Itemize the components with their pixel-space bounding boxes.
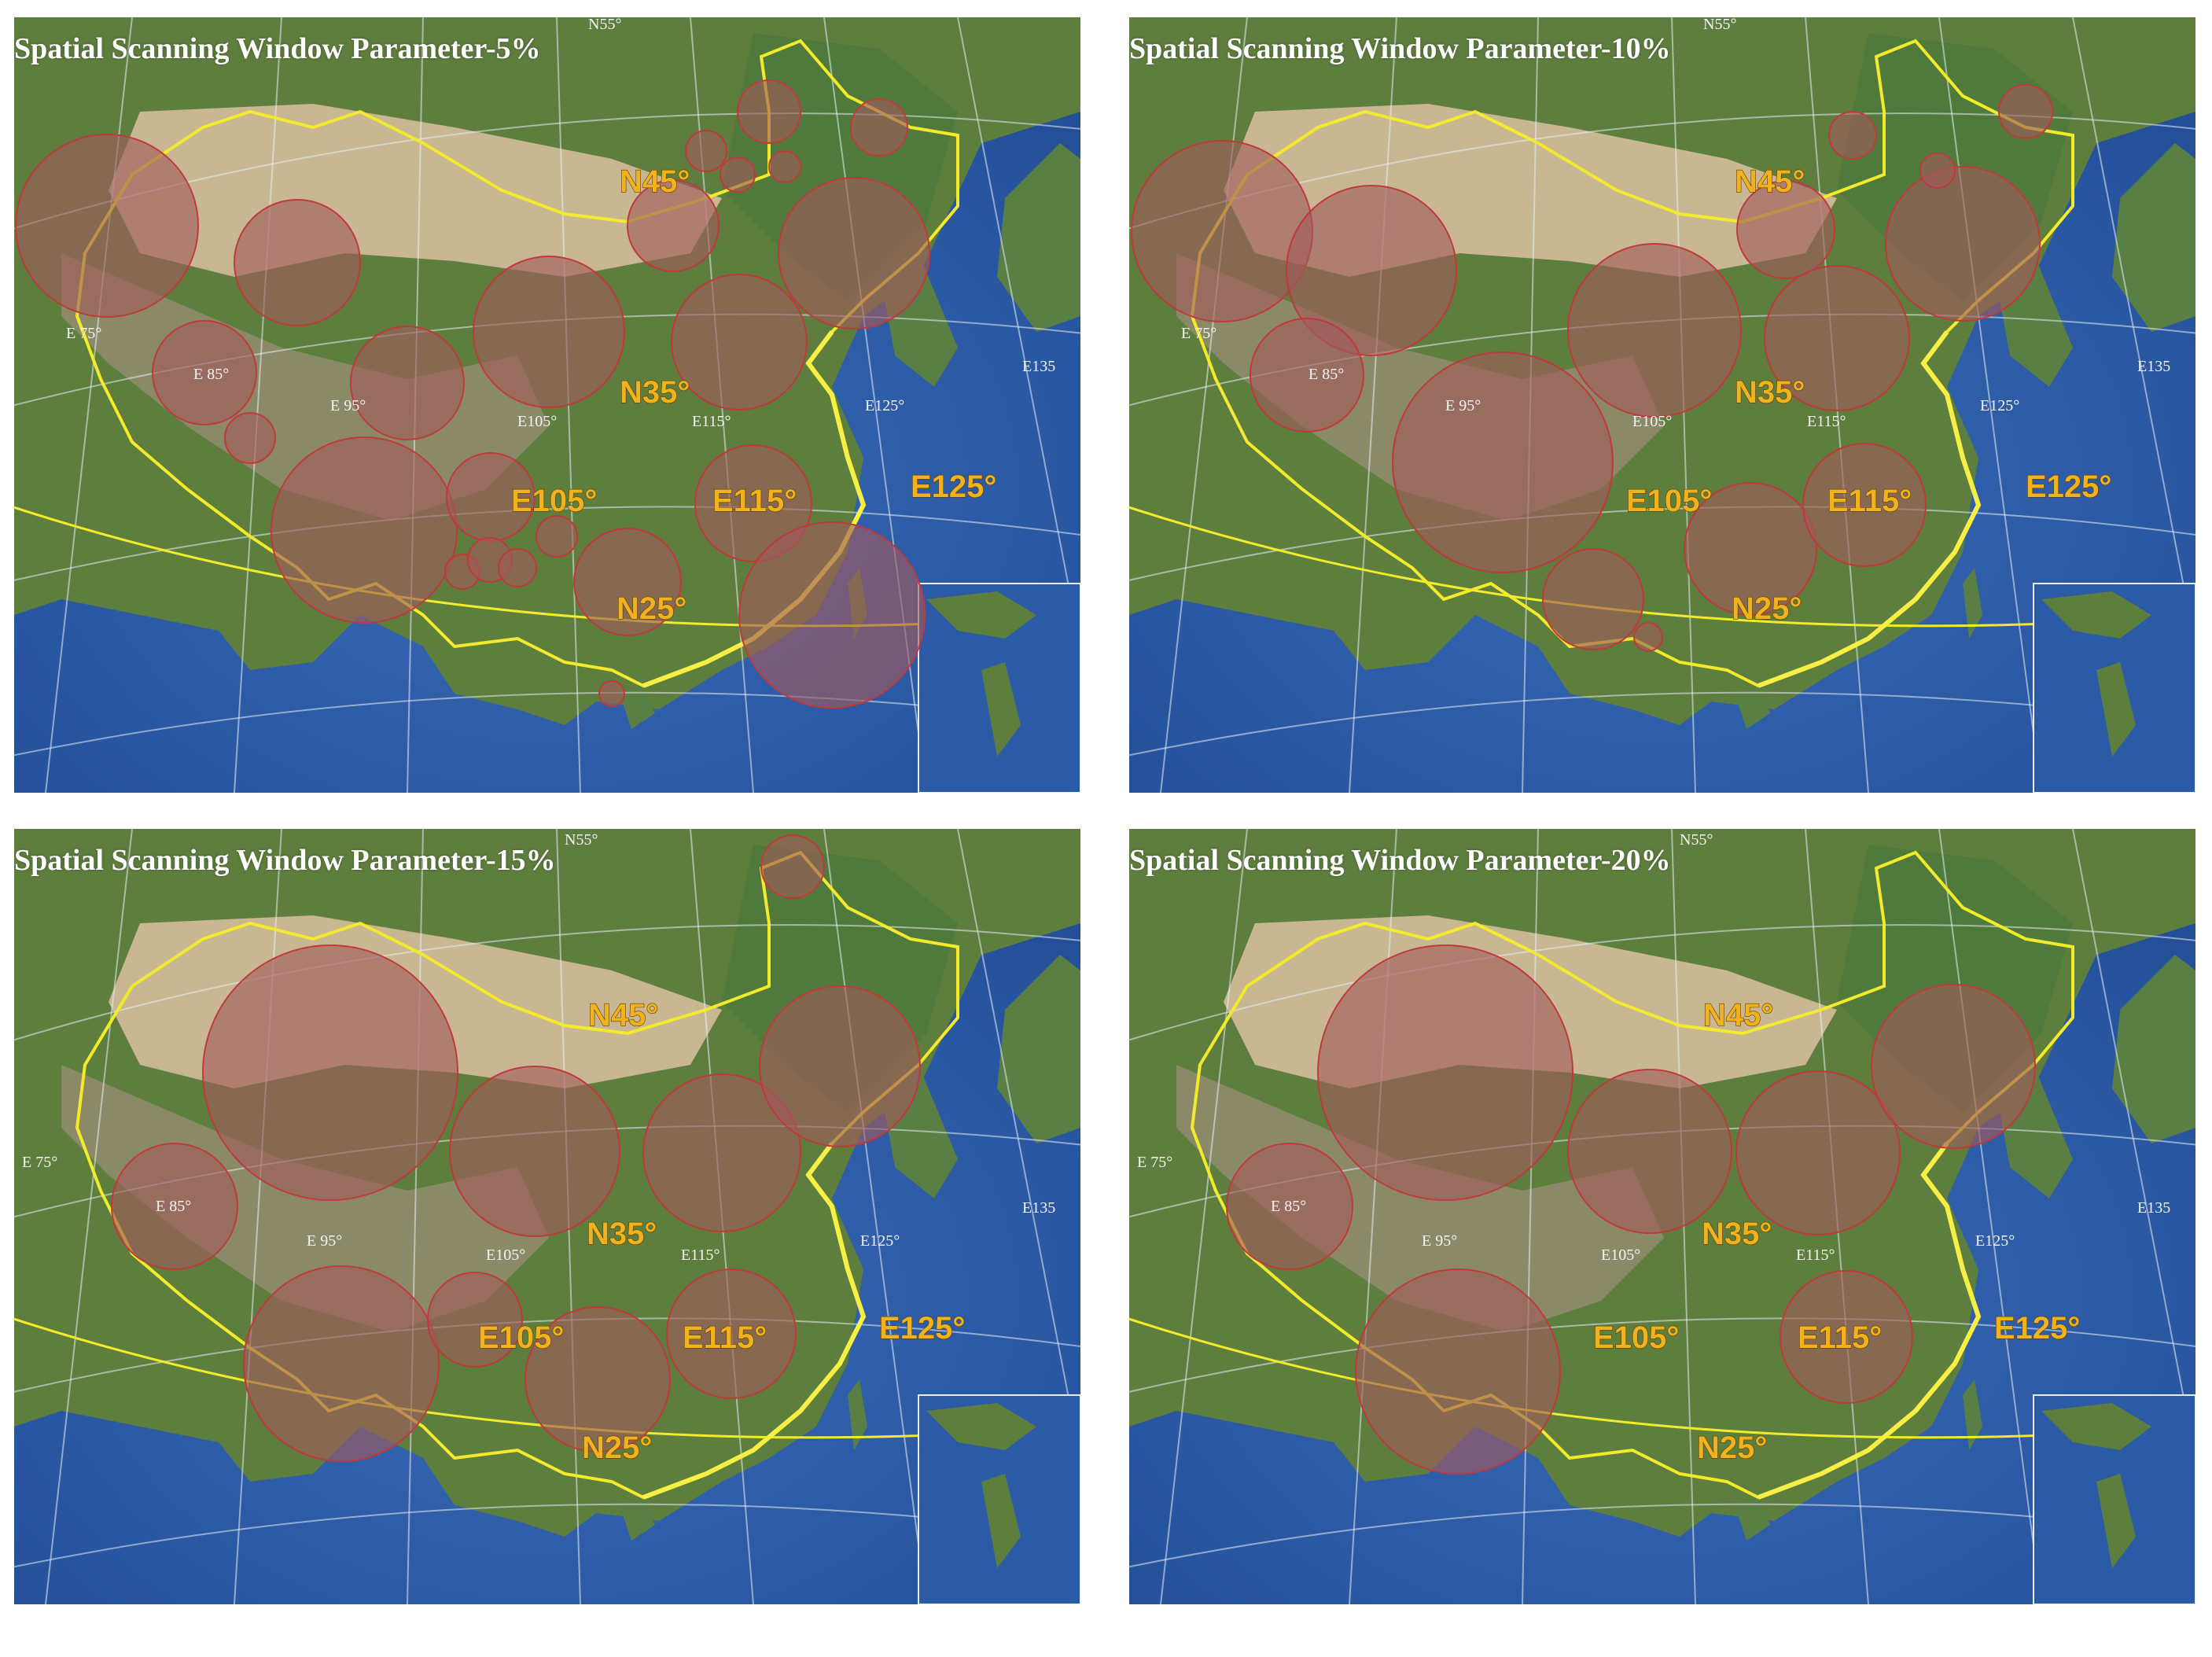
inset-map: [918, 583, 1080, 793]
inset-map: [2033, 1394, 2195, 1604]
lon-tick-e85: E 85°: [1271, 1198, 1306, 1215]
lon-label-e125: E125°: [1994, 1311, 2080, 1346]
coastline-highlight: [642, 1142, 867, 1500]
lon-tick-e95: E 95°: [307, 1232, 342, 1250]
lon-label-e105: E105°: [1626, 484, 1712, 518]
satellite-map: N45° N35° N25° E105° E115° E125° E 75° E…: [14, 17, 1080, 793]
hainan-island: [620, 1497, 655, 1541]
lon-tick-e105: E105°: [517, 413, 557, 430]
lon-tick-e125: E125°: [1980, 397, 2019, 414]
lon-tick-e115: E115°: [1796, 1246, 1835, 1264]
cluster-circles: [15, 79, 930, 709]
plateau-region: [61, 1065, 549, 1332]
lon-label-e105: E105°: [1593, 1320, 1679, 1355]
lon-label-e115: E115°: [683, 1320, 767, 1355]
satellite-map: N45° N35° N25° E105° E115° E125° E 75° E…: [1129, 17, 2195, 793]
lat-label-n45: N45°: [1703, 998, 1773, 1033]
inset-map: [918, 1394, 1080, 1604]
lon-label-e105: E105°: [511, 484, 597, 518]
hainan-island: [1735, 686, 1770, 729]
taiwan-island: [848, 1379, 867, 1450]
lat-label-n35: N35°: [1702, 1217, 1772, 1251]
korea-japan-land: [879, 143, 1080, 387]
lat-label-n45: N45°: [1735, 164, 1805, 199]
lon-tick-e125: E125°: [865, 397, 904, 414]
lat-label-n35: N35°: [1735, 375, 1805, 410]
lat-label-n45: N45°: [620, 164, 690, 199]
panel-title: Spatial Scanning Window Parameter-5%: [14, 32, 541, 65]
tropic-line: [14, 1317, 1080, 1439]
lon-label-e115: E115°: [712, 484, 797, 518]
taiwan-island: [1963, 568, 1982, 639]
lon-tick-e125: E125°: [860, 1232, 900, 1250]
lon-tick-e75: E 75°: [22, 1154, 57, 1171]
lon-tick-e95: E 95°: [330, 397, 366, 414]
korea-japan-land: [1994, 955, 2195, 1199]
hainan-island: [1735, 1497, 1770, 1541]
lon-tick-e135: E135: [1022, 358, 1055, 375]
lat-label-n35: N35°: [587, 1217, 657, 1251]
korea-japan-land: [879, 955, 1080, 1199]
lat-label-n45: N45°: [588, 998, 658, 1033]
coastline-highlight: [1757, 1142, 1982, 1500]
inset-map: [2033, 583, 2195, 793]
lat-label-n25: N25°: [1697, 1431, 1767, 1465]
lon-tick-e135: E135: [2137, 1199, 2170, 1217]
lon-tick-e115: E115°: [692, 413, 731, 430]
map-panel-15: N45° N35° N25° E105° E115° E125° E 75° E…: [14, 829, 1080, 1604]
lat-label-n25: N25°: [616, 591, 686, 626]
panel-title: Spatial Scanning Window Parameter-15%: [14, 844, 556, 877]
taiwan-island: [1963, 1379, 1982, 1450]
lon-label-e105: E105°: [478, 1320, 564, 1355]
lon-label-e125: E125°: [911, 469, 996, 504]
lon-tick-e105: E105°: [1601, 1246, 1640, 1264]
lon-tick-e135: E135: [2137, 358, 2170, 375]
lat-tick-n55: N55°: [1703, 17, 1736, 33]
lon-tick-e75: E 75°: [1181, 325, 1216, 342]
satellite-map: N45° N35° N25° E105° E115° E125° E 75° E…: [14, 829, 1080, 1604]
lon-label-e125: E125°: [879, 1311, 965, 1346]
cluster-circles: [1131, 84, 2053, 652]
cluster-circles: [111, 834, 921, 1462]
map-panel-5: N45° N35° N25° E105° E115° E125° E 75° E…: [14, 17, 1080, 793]
lat-label-n25: N25°: [1732, 591, 1802, 626]
lon-tick-e115: E115°: [681, 1246, 720, 1264]
lat-label-n35: N35°: [620, 375, 690, 410]
map-panel-20: N45° N35° N25° E105° E115° E125° E 75° E…: [1129, 829, 2195, 1604]
plateau-region: [1176, 1065, 1664, 1332]
lon-tick-e95: E 95°: [1445, 397, 1481, 414]
lon-label-e125: E125°: [2026, 469, 2111, 504]
lon-tick-e105: E105°: [486, 1246, 525, 1264]
plateau-region: [61, 253, 549, 521]
panel-title: Spatial Scanning Window Parameter-10%: [1129, 32, 1671, 65]
lon-tick-e105: E105°: [1632, 413, 1672, 430]
lon-tick-e125: E125°: [1975, 1232, 2015, 1250]
lon-tick-e135: E135: [1022, 1199, 1055, 1217]
lon-label-e115: E115°: [1827, 484, 1912, 518]
korea-japan-land: [1994, 143, 2195, 387]
lat-label-n25: N25°: [582, 1431, 652, 1465]
lon-tick-e85: E 85°: [1308, 366, 1344, 383]
lon-tick-e115: E115°: [1807, 413, 1846, 430]
lat-tick-n55: N55°: [565, 831, 598, 849]
lon-tick-e75: E 75°: [66, 325, 101, 342]
panel-title: Spatial Scanning Window Parameter-20%: [1129, 844, 1671, 877]
map-panel-10: N45° N35° N25° E105° E115° E125° E 75° E…: [1129, 17, 2195, 793]
cluster-circles: [1226, 944, 2036, 1475]
coastline-highlight: [1757, 330, 1982, 688]
tropic-line: [1129, 1317, 2195, 1439]
satellite-map: N45° N35° N25° E105° E115° E125° E 75° E…: [1129, 829, 2195, 1604]
hainan-island: [620, 686, 655, 729]
lon-tick-e85: E 85°: [193, 366, 229, 383]
lon-tick-e95: E 95°: [1422, 1232, 1457, 1250]
lon-tick-e85: E 85°: [156, 1198, 191, 1215]
lat-tick-n55: N55°: [588, 17, 621, 33]
lon-tick-e75: E 75°: [1137, 1154, 1172, 1171]
lon-label-e115: E115°: [1798, 1320, 1882, 1355]
lat-tick-n55: N55°: [1680, 831, 1713, 849]
